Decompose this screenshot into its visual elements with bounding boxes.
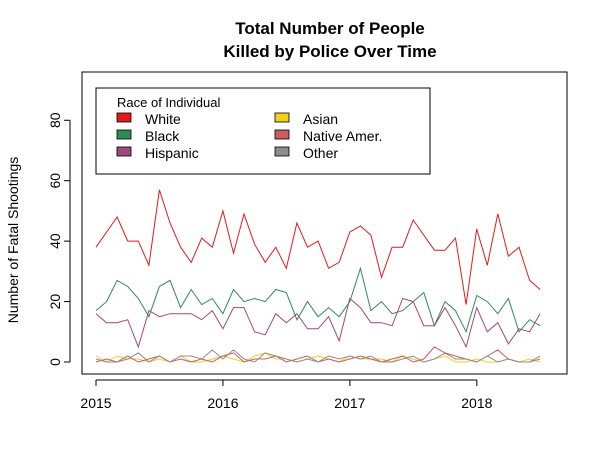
x-tick-label: 2018 [461, 395, 492, 411]
y-axis: 0 20 40 60 80 [47, 112, 71, 366]
legend-label-native-amer: Native Amer. [303, 128, 382, 144]
series-line-other [95, 349, 541, 363]
y-tick-label: 60 [47, 173, 63, 189]
y-tick-label: 40 [47, 233, 63, 249]
y-axis-label: Number of Fatal Shootings [5, 157, 21, 324]
legend-label-hispanic: Hispanic [145, 145, 199, 161]
y-tick-label: 20 [47, 294, 63, 310]
legend-label-asian: Asian [303, 111, 338, 127]
x-tick-label: 2016 [207, 395, 238, 411]
x-axis: 2015 2016 2017 2018 [80, 379, 493, 411]
y-tick-label: 80 [47, 112, 63, 128]
legend-swatch-asian [274, 112, 290, 123]
series-line-white [95, 189, 541, 305]
x-tick-label: 2017 [334, 395, 365, 411]
legend-swatch-white [116, 112, 132, 123]
series-line-hispanic [95, 297, 541, 349]
chart-title-line-1: Total Number of People [235, 19, 425, 38]
legend-swatch-other [274, 146, 290, 157]
series-lines [95, 189, 541, 363]
plot-frame [81, 71, 568, 375]
legend-label-other: Other [303, 145, 338, 161]
series-line-black [95, 266, 541, 334]
legend-swatch-hispanic [116, 146, 132, 157]
legend-box [95, 87, 431, 175]
y-tick-label: 0 [47, 358, 63, 366]
legend-label-black: Black [145, 128, 180, 144]
x-tick-label: 2015 [80, 395, 111, 411]
legend-swatch-black [116, 129, 132, 140]
legend-swatch-native-amer [274, 129, 290, 140]
legend-label-white: White [145, 111, 181, 127]
chart-title-line-2: Killed by Police Over Time [223, 42, 436, 61]
legend-title: Race of Individual [117, 95, 220, 110]
